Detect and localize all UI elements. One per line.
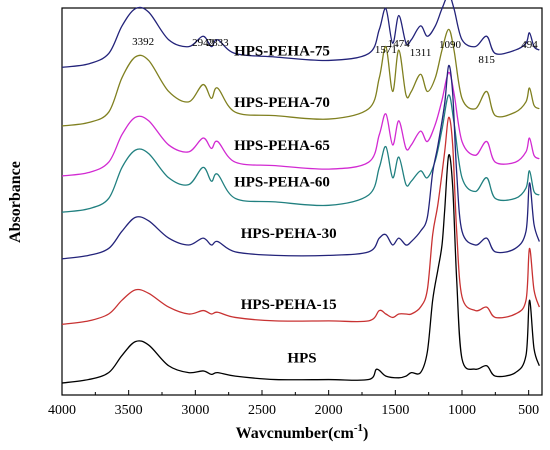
peak-label-2833: 2833 [207,37,230,49]
peak-label-494: 494 [521,39,538,51]
x-tick-label: 1500 [381,403,409,418]
series-label-hps-peha-60: HPS-PEHA-60 [234,174,330,190]
x-tick-label: 4000 [48,403,76,418]
series-line-hps-peha-75 [61,0,540,68]
series-label-hps-peha-30: HPS-PEHA-30 [241,226,337,242]
peak-label-1474: 1474 [388,38,411,50]
x-axis-title: Wavcnumber(cm-1) [236,422,369,442]
peak-label-1571: 1571 [375,44,397,56]
series-labels: HPS-PEHA-75 HPS-PEHA-70 HPS-PEHA-65 HPS-PEH… [234,43,337,366]
series-line-hps-peha-30 [61,64,540,260]
peak-label-1090: 1090 [439,39,462,51]
series-line-hps-peha-60 [61,94,540,213]
series-label-hps-peha-15: HPS-PEHA-15 [241,297,337,313]
y-axis-title: Absorbance [7,161,24,243]
x-axis-ticks: 4000 3500 3000 2500 2000 1500 1000 500 [48,390,539,418]
peak-label-3392: 3392 [132,36,154,48]
x-tick-label: 2000 [315,403,343,418]
series-line-hps-peha-70 [61,28,540,127]
x-tick-label: 2500 [248,403,276,418]
series-line-hps-peha-65 [61,71,540,177]
series-label-hps: HPS [287,350,316,366]
x-tick-label: 500 [518,403,539,418]
series-label-hps-peha-75: HPS-PEHA-75 [234,43,330,59]
plot-frame [61,7,543,396]
series-label-hps-peha-70: HPS-PEHA-70 [234,95,330,111]
x-tick-label: 3000 [181,403,209,418]
peak-label-2942: 2942 [192,37,214,49]
series-label-hps-peha-65: HPS-PEHA-65 [234,138,330,154]
x-tick-label: 1000 [448,403,476,418]
peak-label-815: 815 [478,54,495,66]
peak-label-1311: 1311 [410,47,432,59]
x-tick-label: 3500 [115,403,143,418]
series-line-hps-peha-15 [61,116,540,325]
series-line-hps [61,153,540,384]
series-lines [61,0,540,384]
